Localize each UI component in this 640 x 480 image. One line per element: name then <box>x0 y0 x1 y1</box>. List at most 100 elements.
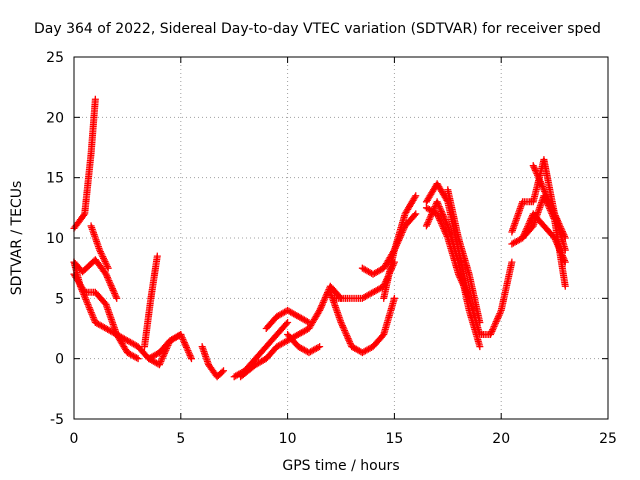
data-point <box>556 247 564 255</box>
data-point <box>337 318 345 326</box>
data-point <box>109 286 117 294</box>
data-point <box>158 354 166 362</box>
y-tick-label: 20 <box>46 110 64 126</box>
data-point <box>561 257 569 265</box>
data-point <box>89 314 97 322</box>
data-point <box>558 252 566 260</box>
data-point <box>185 350 193 358</box>
data-point <box>185 348 193 356</box>
data-point <box>519 232 527 240</box>
data-point <box>87 309 95 317</box>
data-point <box>546 199 554 207</box>
data-point <box>529 162 537 170</box>
data-point <box>494 313 502 321</box>
data-point <box>489 326 497 334</box>
series-track-t <box>444 186 484 326</box>
data-point <box>442 231 450 239</box>
data-point <box>550 208 558 216</box>
data-point <box>392 243 400 251</box>
data-point <box>157 357 165 365</box>
data-point <box>443 232 451 240</box>
data-point <box>492 318 500 326</box>
data-point <box>398 230 406 238</box>
data-point <box>133 354 141 362</box>
data-point <box>89 312 97 320</box>
x-tick-label: 5 <box>176 431 185 447</box>
series-track-s <box>422 204 473 302</box>
data-point <box>316 343 324 351</box>
data-point <box>218 368 226 376</box>
data-point <box>538 183 546 191</box>
data-point <box>495 311 503 319</box>
data-point <box>399 227 407 235</box>
data-point <box>134 355 142 363</box>
data-point <box>435 203 443 211</box>
y-axis-title: SDTVAR / TECUs <box>9 181 25 296</box>
data-point <box>305 318 313 326</box>
x-tick-label: 10 <box>279 431 297 447</box>
data-point <box>524 221 532 229</box>
data-point <box>110 288 118 296</box>
data-point <box>397 232 405 240</box>
data-point <box>546 200 554 208</box>
data-point <box>338 322 346 330</box>
data-point <box>461 285 469 293</box>
data-point <box>437 206 445 214</box>
data-point <box>85 302 93 310</box>
data-point <box>318 302 326 310</box>
y-tick-label: 25 <box>46 50 64 66</box>
data-point <box>521 229 529 237</box>
data-point <box>532 168 540 176</box>
data-point <box>551 236 559 244</box>
data-point <box>561 234 569 242</box>
data-point <box>549 207 557 215</box>
chart-title: Day 364 of 2022, Sidereal Day-to-day VTE… <box>34 21 601 37</box>
data-point <box>441 215 449 223</box>
y-tick-label: 10 <box>46 231 64 247</box>
data-point <box>344 335 352 343</box>
data-point <box>317 303 325 311</box>
series-track-w <box>519 210 569 266</box>
data-point <box>559 229 567 237</box>
data-point <box>180 339 188 347</box>
data-point <box>102 259 110 267</box>
data-point <box>437 218 445 226</box>
data-point <box>553 216 561 224</box>
data-point <box>435 201 443 209</box>
data-point <box>561 282 569 290</box>
data-point <box>346 338 354 346</box>
data-point <box>558 228 566 236</box>
series-track-g <box>145 331 195 369</box>
data-point <box>160 351 168 359</box>
data-point <box>442 219 450 227</box>
series-track-k <box>262 306 313 332</box>
data-point <box>320 297 328 305</box>
data-point <box>555 244 563 252</box>
data-point <box>561 232 569 240</box>
data-point <box>434 199 442 207</box>
data-point <box>424 219 432 227</box>
data-point <box>496 310 504 318</box>
data-point <box>551 234 559 242</box>
data-point <box>464 293 472 301</box>
data-point <box>422 222 430 230</box>
series-track-c <box>70 270 142 363</box>
data-point <box>494 314 502 322</box>
data-point <box>458 278 466 286</box>
data-point <box>487 331 495 339</box>
data-point <box>163 345 171 353</box>
data-point <box>162 346 170 354</box>
data-point <box>462 286 470 294</box>
data-point <box>531 166 539 174</box>
data-point <box>476 318 484 326</box>
y-tick-label: 5 <box>55 291 64 307</box>
data-point <box>558 250 566 258</box>
data-point <box>316 306 324 314</box>
data-point <box>534 171 542 179</box>
data-point <box>98 251 106 259</box>
data-point <box>537 179 545 187</box>
data-point <box>536 178 544 186</box>
data-point <box>437 220 445 228</box>
data-point <box>319 298 327 306</box>
data-point <box>180 337 188 345</box>
